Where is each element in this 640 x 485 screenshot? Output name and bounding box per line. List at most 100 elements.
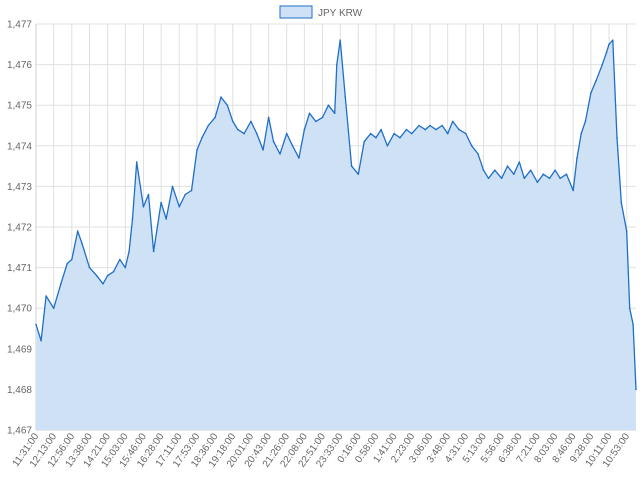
data-point bbox=[315, 120, 317, 123]
data-point bbox=[572, 189, 574, 192]
data-point bbox=[576, 157, 578, 159]
data-point bbox=[386, 145, 389, 147]
data-point bbox=[393, 132, 395, 135]
data-point bbox=[608, 43, 610, 46]
data-point bbox=[350, 165, 353, 167]
data-point bbox=[523, 177, 526, 180]
data-point bbox=[632, 323, 634, 326]
data-point bbox=[620, 201, 623, 204]
data-point bbox=[375, 136, 377, 139]
y-axis-tick-labels: 1,467 1,468 1,469 1,470 1,471 1,472 1,473 1,474… bbox=[7, 20, 32, 437]
data-point bbox=[500, 177, 503, 180]
data-point bbox=[298, 157, 300, 159]
data-point bbox=[506, 165, 509, 167]
data-point bbox=[45, 295, 47, 297]
data-point bbox=[616, 136, 618, 139]
data-point bbox=[128, 250, 130, 253]
data-point bbox=[184, 193, 186, 196]
data-point bbox=[165, 218, 167, 220]
data-point bbox=[357, 173, 360, 175]
data-point bbox=[605, 51, 608, 54]
data-point bbox=[178, 205, 181, 208]
legend-swatch[interactable] bbox=[279, 5, 313, 19]
data-point bbox=[465, 132, 467, 135]
data-point bbox=[595, 80, 597, 82]
y-tick-label: 1,468 bbox=[7, 385, 32, 396]
data-point bbox=[601, 63, 604, 66]
data-point bbox=[142, 205, 145, 208]
data-point bbox=[131, 218, 134, 220]
data-point bbox=[399, 136, 401, 139]
data-point bbox=[272, 140, 275, 143]
data-point bbox=[76, 230, 79, 232]
data-point bbox=[267, 116, 270, 119]
data-point bbox=[60, 283, 62, 285]
y-tick-label: 1,477 bbox=[7, 20, 32, 31]
data-point bbox=[590, 92, 592, 94]
data-point bbox=[308, 112, 311, 115]
data-point bbox=[303, 128, 306, 131]
y-tick-label: 1,470 bbox=[7, 304, 32, 315]
data-point bbox=[487, 177, 490, 180]
data-point bbox=[339, 39, 342, 41]
data-point bbox=[232, 120, 234, 123]
data-point bbox=[344, 96, 347, 98]
data-point bbox=[119, 258, 121, 261]
y-tick-label: 1,469 bbox=[7, 344, 32, 355]
data-point bbox=[424, 128, 427, 131]
data-point bbox=[518, 161, 521, 163]
data-point bbox=[584, 120, 587, 123]
y-tick-label: 1,471 bbox=[7, 263, 32, 274]
data-point bbox=[214, 116, 216, 119]
data-point bbox=[369, 132, 372, 135]
data-point bbox=[380, 128, 382, 131]
data-point bbox=[106, 274, 109, 277]
x-axis-tick-labels: 11:31:0012:13:0012:56:0013:38:0014:21:00… bbox=[11, 431, 633, 470]
legend[interactable]: JPY KRW bbox=[279, 5, 363, 19]
data-point bbox=[635, 388, 637, 391]
data-points bbox=[35, 39, 637, 391]
data-point bbox=[470, 145, 473, 147]
data-point bbox=[429, 124, 431, 127]
data-point bbox=[625, 230, 628, 232]
y-tick-label: 1,467 bbox=[7, 426, 32, 437]
data-point bbox=[201, 136, 203, 139]
data-point bbox=[321, 116, 324, 119]
series-layer bbox=[35, 39, 637, 430]
data-point bbox=[250, 120, 252, 123]
data-point bbox=[220, 96, 222, 98]
series-area-fill bbox=[36, 40, 636, 430]
data-point bbox=[71, 258, 73, 261]
data-point bbox=[152, 250, 155, 253]
data-point bbox=[559, 177, 561, 180]
data-point bbox=[262, 149, 264, 151]
data-point bbox=[513, 173, 515, 175]
data-point bbox=[226, 104, 229, 106]
data-point bbox=[482, 169, 485, 171]
data-point bbox=[565, 173, 568, 175]
data-point bbox=[418, 124, 420, 127]
data-point bbox=[494, 169, 496, 171]
data-point bbox=[451, 120, 454, 123]
data-point bbox=[285, 132, 288, 135]
data-point bbox=[435, 128, 437, 131]
data-point bbox=[52, 307, 55, 310]
data-point bbox=[411, 132, 413, 135]
data-point bbox=[612, 39, 614, 41]
data-point bbox=[124, 266, 127, 269]
data-point bbox=[529, 169, 532, 171]
data-point bbox=[327, 104, 330, 106]
data-point bbox=[88, 266, 91, 269]
y-tick-label: 1,475 bbox=[7, 101, 32, 112]
data-point bbox=[554, 169, 556, 171]
data-point bbox=[171, 185, 174, 188]
data-point bbox=[363, 140, 366, 143]
data-point bbox=[548, 177, 551, 180]
data-point bbox=[458, 128, 460, 131]
legend-label[interactable]: JPY KRW bbox=[318, 8, 363, 19]
data-point bbox=[237, 128, 239, 131]
data-point bbox=[243, 132, 245, 135]
data-point bbox=[102, 283, 104, 285]
